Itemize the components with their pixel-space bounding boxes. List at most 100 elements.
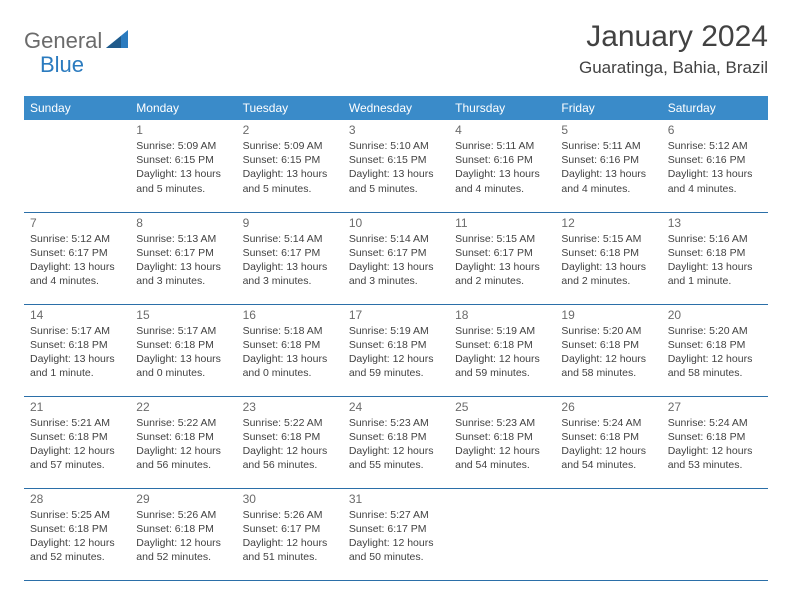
calendar-cell [555,488,661,580]
day-number: 20 [668,308,762,322]
day-number: 4 [455,123,549,137]
sunset-text: Sunset: 6:16 PM [455,153,549,167]
calendar-cell: 29Sunrise: 5:26 AMSunset: 6:18 PMDayligh… [130,488,236,580]
day-info: Sunrise: 5:15 AMSunset: 6:18 PMDaylight:… [561,232,655,289]
day-number: 7 [30,216,124,230]
calendar-cell: 12 Sunrise: 5:15 AMSunset: 6:18 PMDayligh… [555,212,661,304]
sunset-text: Sunset: 6:17 PM [455,246,549,260]
day-info: Sunrise: 5:22 AMSunset: 6:18 PMDaylight:… [243,416,337,473]
day-info: Sunrise: 5:24 AMSunset: 6:18 PMDaylight:… [668,416,762,473]
sunset-text: Sunset: 6:18 PM [561,246,655,260]
day-info: Sunrise: 5:15 AMSunset: 6:17 PMDaylight:… [455,232,549,289]
sunrise-text: Sunrise: 5:11 AM [455,139,549,153]
day-info: Sunrise: 5:12 AMSunset: 6:17 PMDaylight:… [30,232,124,289]
daylight-text: Daylight: 12 hours and 58 minutes. [668,352,762,380]
logo-triangle-icon [106,30,128,53]
day-info: Sunrise: 5:25 AMSunset: 6:18 PMDaylight:… [30,508,124,565]
logo-text-general: General [24,28,102,54]
sunset-text: Sunset: 6:15 PM [136,153,230,167]
sunrise-text: Sunrise: 5:09 AM [243,139,337,153]
daylight-text: Daylight: 13 hours and 4 minutes. [668,167,762,195]
col-saturday: Saturday [662,96,768,120]
sunrise-text: Sunrise: 5:20 AM [668,324,762,338]
calendar-cell: 15Sunrise: 5:17 AMSunset: 6:18 PMDayligh… [130,304,236,396]
day-number: 11 [455,216,549,230]
sunrise-text: Sunrise: 5:25 AM [30,508,124,522]
sunset-text: Sunset: 6:18 PM [30,522,124,536]
calendar-cell: 13 Sunrise: 5:16 AMSunset: 6:18 PMDayligh… [662,212,768,304]
sunrise-text: Sunrise: 5:26 AM [136,508,230,522]
day-number: 8 [136,216,230,230]
calendar-cell: 7 Sunrise: 5:12 AMSunset: 6:17 PMDaylight… [24,212,130,304]
day-info: Sunrise: 5:20 AMSunset: 6:18 PMDaylight:… [561,324,655,381]
calendar-cell: 24 Sunrise: 5:23 AMSunset: 6:18 PMDayligh… [343,396,449,488]
day-number: 9 [243,216,337,230]
daylight-text: Daylight: 12 hours and 56 minutes. [243,444,337,472]
sunrise-text: Sunrise: 5:12 AM [30,232,124,246]
calendar-cell: 28 Sunrise: 5:25 AMSunset: 6:18 PMDayligh… [24,488,130,580]
day-number: 22 [136,400,230,414]
day-info: Sunrise: 5:09 AMSunset: 6:15 PMDaylight:… [243,139,337,196]
day-number: 2 [243,123,337,137]
sunrise-text: Sunrise: 5:12 AM [668,139,762,153]
sunrise-text: Sunrise: 5:21 AM [30,416,124,430]
daylight-text: Daylight: 13 hours and 1 minute. [668,260,762,288]
daylight-text: Daylight: 12 hours and 57 minutes. [30,444,124,472]
calendar-cell: 6Sunrise: 5:12 AMSunset: 6:16 PMDaylight… [662,120,768,212]
sunset-text: Sunset: 6:16 PM [668,153,762,167]
daylight-text: Daylight: 12 hours and 54 minutes. [455,444,549,472]
day-number: 13 [668,216,762,230]
day-number: 24 [349,400,443,414]
calendar-cell: 5Sunrise: 5:11 AMSunset: 6:16 PMDaylight… [555,120,661,212]
day-number: 12 [561,216,655,230]
day-info: Sunrise: 5:24 AMSunset: 6:18 PMDaylight:… [561,416,655,473]
daylight-text: Daylight: 13 hours and 4 minutes. [30,260,124,288]
calendar-cell: 25Sunrise: 5:23 AMSunset: 6:18 PMDayligh… [449,396,555,488]
sunrise-text: Sunrise: 5:14 AM [243,232,337,246]
daylight-text: Daylight: 13 hours and 5 minutes. [136,167,230,195]
day-info: Sunrise: 5:16 AMSunset: 6:18 PMDaylight:… [668,232,762,289]
logo-text-blue: Blue [40,52,84,78]
day-number: 27 [668,400,762,414]
day-number: 10 [349,216,443,230]
sunrise-text: Sunrise: 5:19 AM [349,324,443,338]
calendar-cell: 3Sunrise: 5:10 AMSunset: 6:15 PMDaylight… [343,120,449,212]
col-sunday: Sunday [24,96,130,120]
daylight-text: Daylight: 13 hours and 3 minutes. [136,260,230,288]
day-number: 16 [243,308,337,322]
day-number: 28 [30,492,124,506]
daylight-text: Daylight: 13 hours and 3 minutes. [349,260,443,288]
daylight-text: Daylight: 13 hours and 5 minutes. [243,167,337,195]
daylight-text: Daylight: 12 hours and 59 minutes. [349,352,443,380]
sunset-text: Sunset: 6:18 PM [136,338,230,352]
sunset-text: Sunset: 6:18 PM [349,338,443,352]
day-number: 14 [30,308,124,322]
calendar-row: 21Sunrise: 5:21 AMSunset: 6:18 PMDayligh… [24,396,768,488]
day-number: 15 [136,308,230,322]
day-number: 1 [136,123,230,137]
sunset-text: Sunset: 6:18 PM [30,430,124,444]
calendar-cell [449,488,555,580]
sunrise-text: Sunrise: 5:13 AM [136,232,230,246]
day-info: Sunrise: 5:23 AMSunset: 6:18 PMDaylight:… [349,416,443,473]
day-info: Sunrise: 5:13 AMSunset: 6:17 PMDaylight:… [136,232,230,289]
calendar-cell: 14 Sunrise: 5:17 AMSunset: 6:18 PMDayligh… [24,304,130,396]
sunrise-text: Sunrise: 5:27 AM [349,508,443,522]
day-number: 19 [561,308,655,322]
day-info: Sunrise: 5:17 AMSunset: 6:18 PMDaylight:… [30,324,124,381]
calendar-cell: 21Sunrise: 5:21 AMSunset: 6:18 PMDayligh… [24,396,130,488]
sunset-text: Sunset: 6:18 PM [349,430,443,444]
daylight-text: Daylight: 12 hours and 55 minutes. [349,444,443,472]
day-info: Sunrise: 5:18 AMSunset: 6:18 PMDaylight:… [243,324,337,381]
calendar-cell: 2 Sunrise: 5:09 AMSunset: 6:15 PMDaylight… [237,120,343,212]
sunrise-text: Sunrise: 5:10 AM [349,139,443,153]
day-info: Sunrise: 5:19 AMSunset: 6:18 PMDaylight:… [455,324,549,381]
sunset-text: Sunset: 6:18 PM [136,522,230,536]
sunset-text: Sunset: 6:18 PM [455,430,549,444]
calendar-cell: 18Sunrise: 5:19 AMSunset: 6:18 PMDayligh… [449,304,555,396]
daylight-text: Daylight: 13 hours and 3 minutes. [243,260,337,288]
daylight-text: Daylight: 13 hours and 2 minutes. [455,260,549,288]
sunrise-text: Sunrise: 5:17 AM [30,324,124,338]
sunrise-text: Sunrise: 5:23 AM [455,416,549,430]
calendar-row: 7Sunrise: 5:12 AMSunset: 6:17 PMDaylight… [24,212,768,304]
